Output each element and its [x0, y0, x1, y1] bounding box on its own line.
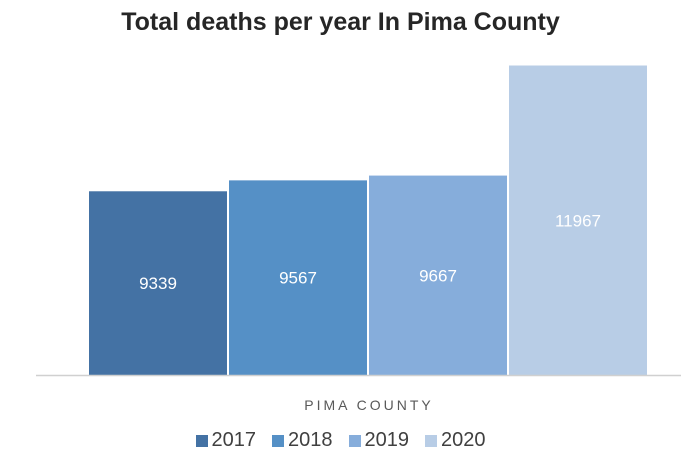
bar-2019 [369, 175, 507, 375]
bars-group [89, 65, 647, 375]
data-label-2020: 11967 [555, 211, 601, 230]
bar-2017 [89, 191, 227, 375]
legend-label: 2017 [211, 429, 257, 451]
legend-label: 2019 [364, 429, 410, 451]
legend-swatch [425, 434, 437, 447]
data-label-2017: 9339 [139, 274, 177, 293]
legend-swatch [348, 434, 361, 447]
data-labels-group: 9339 9567 9667 11967 [139, 211, 601, 293]
legend-item-2020: 2020 [425, 429, 486, 452]
legend: 2017 2018 2019 2020 [0, 429, 681, 452]
chart-title: Total deaths per year In Pima County [121, 8, 560, 36]
bar-2018 [229, 180, 367, 375]
legend-item-2017: 2017 [195, 429, 257, 452]
category-label: PIMA COUNTY [304, 397, 433, 413]
legend-swatch [272, 434, 284, 447]
data-label-2018: 9567 [279, 269, 317, 288]
legend-label: 2018 [288, 429, 333, 451]
legend-label: 2020 [441, 429, 486, 451]
legend-item-2018: 2018 [272, 429, 333, 452]
data-label-2019: 9667 [419, 266, 457, 285]
bar-2020 [509, 65, 647, 375]
legend-item-2019: 2019 [348, 429, 410, 452]
legend-swatch [195, 434, 208, 447]
